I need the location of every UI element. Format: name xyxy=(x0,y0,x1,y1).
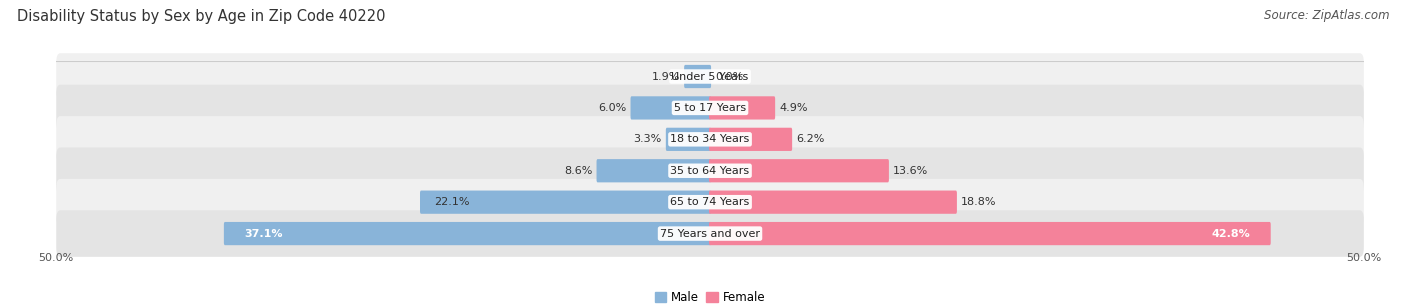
Text: 22.1%: 22.1% xyxy=(434,197,470,207)
FancyBboxPatch shape xyxy=(420,191,711,214)
Text: 75 Years and over: 75 Years and over xyxy=(659,229,761,239)
FancyBboxPatch shape xyxy=(56,116,1364,163)
Text: 42.8%: 42.8% xyxy=(1212,229,1250,239)
FancyBboxPatch shape xyxy=(56,147,1364,194)
FancyBboxPatch shape xyxy=(596,159,711,182)
Text: 6.0%: 6.0% xyxy=(598,103,626,113)
Text: 13.6%: 13.6% xyxy=(893,166,928,176)
FancyBboxPatch shape xyxy=(56,85,1364,131)
FancyBboxPatch shape xyxy=(56,210,1364,257)
Text: 1.9%: 1.9% xyxy=(651,71,681,81)
Text: 37.1%: 37.1% xyxy=(245,229,283,239)
FancyBboxPatch shape xyxy=(56,53,1364,100)
FancyBboxPatch shape xyxy=(685,65,711,88)
Text: 65 to 74 Years: 65 to 74 Years xyxy=(671,197,749,207)
FancyBboxPatch shape xyxy=(709,191,957,214)
Text: 18.8%: 18.8% xyxy=(962,197,997,207)
FancyBboxPatch shape xyxy=(709,159,889,182)
FancyBboxPatch shape xyxy=(709,96,775,119)
Text: 5 to 17 Years: 5 to 17 Years xyxy=(673,103,747,113)
Text: Disability Status by Sex by Age in Zip Code 40220: Disability Status by Sex by Age in Zip C… xyxy=(17,9,385,24)
Text: 0.0%: 0.0% xyxy=(716,71,744,81)
Text: 35 to 64 Years: 35 to 64 Years xyxy=(671,166,749,176)
FancyBboxPatch shape xyxy=(709,222,1271,245)
Text: 18 to 34 Years: 18 to 34 Years xyxy=(671,134,749,144)
Text: 8.6%: 8.6% xyxy=(564,166,592,176)
Legend: Male, Female: Male, Female xyxy=(655,291,765,304)
Text: 6.2%: 6.2% xyxy=(796,134,825,144)
Text: Under 5 Years: Under 5 Years xyxy=(672,71,748,81)
Text: 4.9%: 4.9% xyxy=(779,103,808,113)
Text: 3.3%: 3.3% xyxy=(633,134,662,144)
Text: Source: ZipAtlas.com: Source: ZipAtlas.com xyxy=(1264,9,1389,22)
FancyBboxPatch shape xyxy=(56,179,1364,225)
FancyBboxPatch shape xyxy=(630,96,711,119)
FancyBboxPatch shape xyxy=(224,222,711,245)
FancyBboxPatch shape xyxy=(666,128,711,151)
FancyBboxPatch shape xyxy=(709,128,792,151)
